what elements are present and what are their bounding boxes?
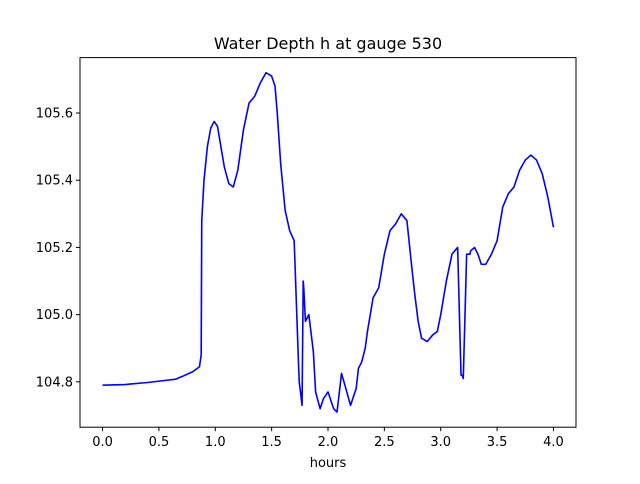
y-tick-label: 105.6: [36, 107, 73, 122]
x-tick-label: 1.0: [205, 435, 226, 450]
y-axis: 104.8 105.0 105.2 105.4 105.6: [36, 107, 80, 390]
x-tick-label: 3.0: [430, 435, 451, 450]
plot-area: [102, 71, 555, 413]
x-tick-label: 3.5: [487, 435, 508, 450]
y-tick-label: 104.8: [36, 375, 73, 390]
y-tick-label: 105.2: [36, 241, 73, 256]
x-tick-label: 1.5: [261, 435, 282, 450]
y-tick-label: 105.4: [36, 174, 73, 189]
series-line-0: [102, 71, 555, 413]
x-axis-label: hours: [310, 456, 347, 471]
x-axis: 0.0 0.5 1.0 1.5 2.0 2.5 3.0 3.5 4.0: [92, 427, 564, 450]
x-tick-label: 2.0: [318, 435, 339, 450]
x-tick-label: 0.5: [149, 435, 170, 450]
x-tick-label: 2.5: [374, 435, 395, 450]
chart-title: Water Depth h at gauge 530: [214, 34, 442, 53]
y-tick-label: 105.0: [36, 308, 73, 323]
x-tick-label: 0.0: [92, 435, 113, 450]
x-tick-label: 4.0: [543, 435, 564, 450]
